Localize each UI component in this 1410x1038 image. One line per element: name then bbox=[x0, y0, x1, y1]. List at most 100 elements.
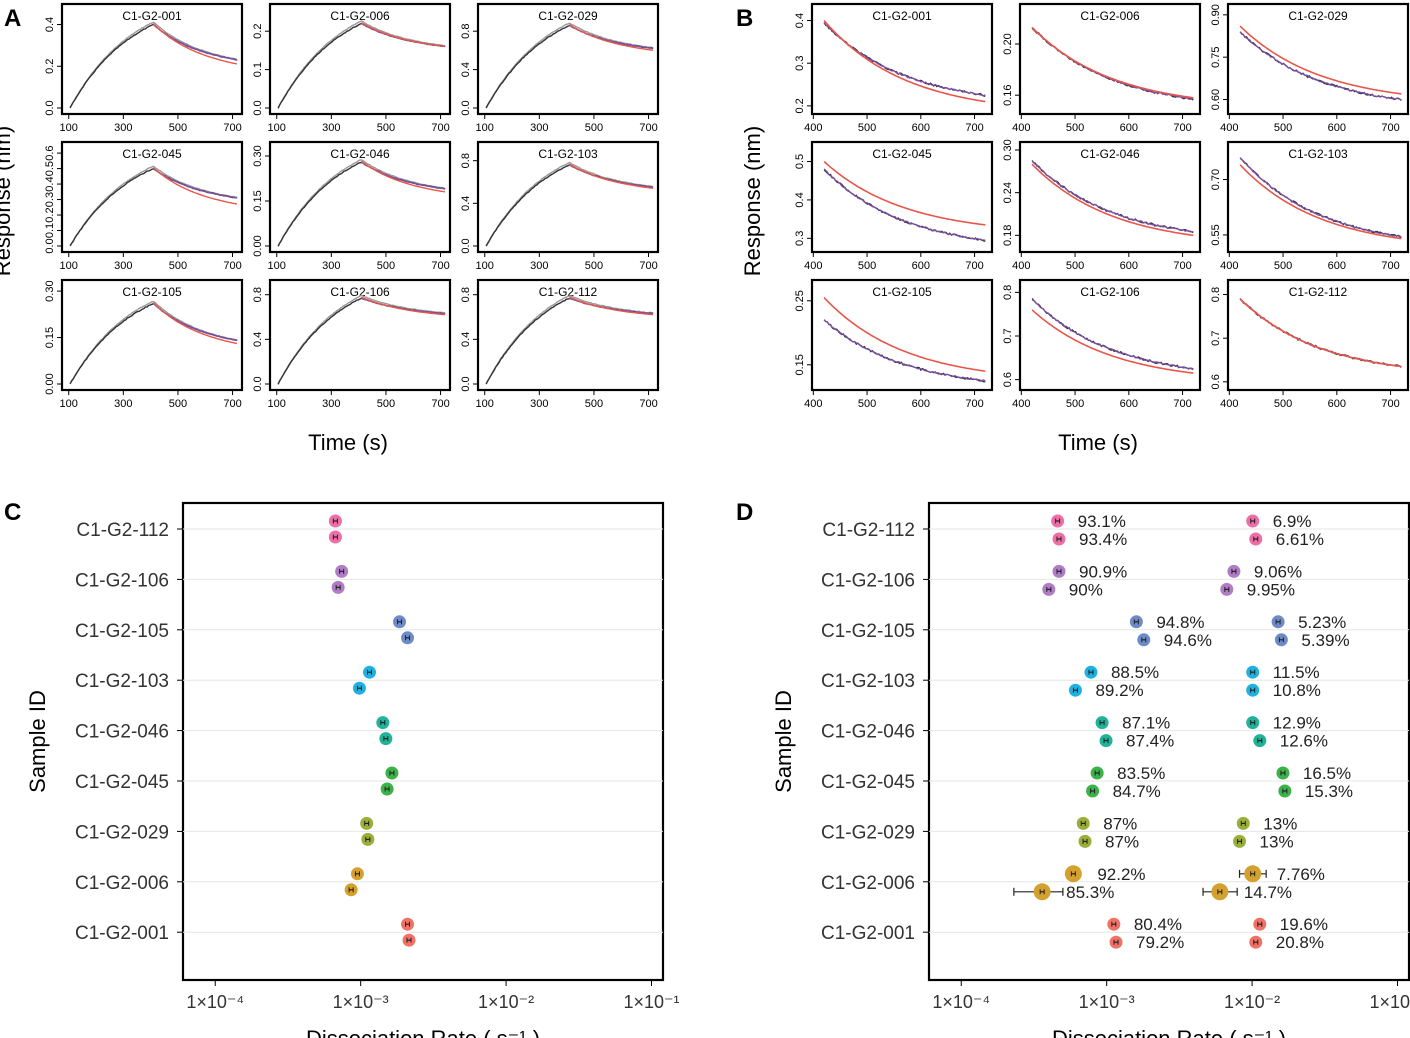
subplot-title: C1-G2-103 bbox=[538, 147, 598, 161]
subplot-title: C1-G2-046 bbox=[1080, 147, 1140, 161]
fit-curve-red bbox=[823, 19, 986, 103]
y-tick-label: C1-G2-106 bbox=[821, 570, 915, 591]
raw-curve-dark bbox=[277, 22, 446, 109]
y-tick-label: 0.55 bbox=[1210, 224, 1222, 245]
x-tick-label: 700 bbox=[1173, 122, 1191, 134]
y-tick-label: 0.7 bbox=[1002, 328, 1014, 343]
data-label-fast: 12.6% bbox=[1280, 732, 1328, 751]
x-tick-label: 400 bbox=[1220, 398, 1238, 410]
panel-label-d: D bbox=[736, 499, 753, 526]
data-label-fast: 11.5% bbox=[1273, 663, 1320, 682]
subplot-title: C1-G2-006 bbox=[1080, 9, 1140, 23]
data-label-fast: 6.61% bbox=[1276, 530, 1324, 549]
fit-curve-purple bbox=[1031, 27, 1194, 100]
y-tick-label: C1-G2-105 bbox=[821, 621, 915, 642]
subplot-c1-g2-105: C1-G2-105 400 500 600 700 0.15 0.25 bbox=[794, 278, 994, 410]
y-tick-label: 0.90 bbox=[1210, 4, 1222, 25]
plot-frame bbox=[927, 501, 1410, 982]
x-tick-label: 1×10⁻³ bbox=[333, 992, 389, 1012]
fit-curve-purple bbox=[153, 168, 237, 199]
fit-curve-red bbox=[1031, 163, 1194, 237]
data-label-slow: 85.3% bbox=[1066, 883, 1114, 902]
y-tick-label: 0.6 bbox=[1210, 374, 1222, 389]
x-tick-label: 300 bbox=[322, 398, 340, 410]
y-tick-label: C1-G2-045 bbox=[75, 772, 169, 793]
x-tick-label: 700 bbox=[965, 122, 983, 134]
subplot-title: C1-G2-112 bbox=[1289, 285, 1348, 299]
raw-curve-dark bbox=[1031, 27, 1194, 101]
y-tick-label: C1-G2-103 bbox=[75, 671, 169, 692]
y-axis-label: Sample ID bbox=[25, 690, 50, 793]
y-tick-label: 0.15 bbox=[794, 354, 806, 375]
subplot-frame bbox=[476, 2, 660, 116]
data-label-slow: 93.1% bbox=[1078, 512, 1126, 531]
x-tick-label: 300 bbox=[114, 398, 132, 410]
subplot-c1-g2-001: C1-G2-001 100 300 500 700 0.0 0.2 0.4 bbox=[44, 2, 244, 134]
subplot-frame bbox=[810, 140, 994, 254]
y-tick-label: 0.4 bbox=[44, 17, 56, 32]
raw-curve-light bbox=[69, 300, 238, 385]
x-tick-label: 100 bbox=[268, 398, 286, 410]
panel-label-c: C bbox=[4, 499, 21, 526]
subplot-c1-g2-046: C1-G2-046 400 500 600 700 0.18 0.24 0.30 bbox=[1002, 139, 1202, 272]
plot-frame bbox=[181, 501, 665, 982]
subplot-frame bbox=[476, 140, 660, 254]
subplot-frame bbox=[1018, 2, 1202, 116]
subplot-c1-g2-045: C1-G2-045 100 300 500 700 0.00.10.20.30.40.50… bbox=[44, 140, 244, 272]
data-label-slow: 80.4% bbox=[1134, 915, 1182, 934]
y-tick-label: 0.0 bbox=[44, 100, 56, 115]
y-tick-label: 0.60 bbox=[1210, 89, 1222, 110]
fit-curve-red bbox=[569, 296, 653, 316]
data-label-fast: 6.9% bbox=[1273, 512, 1312, 531]
raw-curve-light bbox=[69, 21, 238, 109]
data-label-fast: 14.7% bbox=[1244, 883, 1292, 902]
y-tick-label: 0.0 bbox=[460, 376, 472, 391]
y-tick-label: 0.20 bbox=[1002, 33, 1014, 54]
subplot-c1-g2-006: C1-G2-006 400 500 600 700 0.16 0.20 bbox=[1002, 2, 1202, 134]
fit-curve-red bbox=[823, 297, 986, 372]
raw-curve-light bbox=[485, 161, 654, 247]
subplot-frame bbox=[1018, 140, 1202, 254]
y-tick-label: 0.30 bbox=[252, 145, 264, 166]
x-tick-label: 700 bbox=[223, 398, 241, 410]
subplot-title: C1-G2-029 bbox=[538, 9, 598, 23]
x-tick-label: 600 bbox=[1120, 260, 1138, 272]
data-label-slow: 89.2% bbox=[1095, 681, 1143, 700]
fit-curve-red bbox=[1031, 26, 1194, 99]
x-tick-label: 300 bbox=[322, 122, 340, 134]
raw-curve-light bbox=[277, 20, 446, 109]
y-tick-label: 0.0 bbox=[460, 100, 472, 115]
x-tick-label: 700 bbox=[1173, 260, 1191, 272]
data-label-slow: 83.5% bbox=[1117, 764, 1165, 783]
fit-curve-purple bbox=[1031, 297, 1194, 370]
x-tick-label: 700 bbox=[431, 260, 449, 272]
raw-curve-light bbox=[277, 294, 446, 385]
data-label-slow: 92.2% bbox=[1097, 865, 1145, 884]
x-tick-label: 400 bbox=[1220, 260, 1238, 272]
subplot-c1-g2-106: C1-G2-106 100 300 500 700 0.0 0.4 0.8 bbox=[252, 278, 452, 410]
x-tick-label: 1×10⁻¹ bbox=[1369, 992, 1410, 1012]
y-tick-label: 0.00 bbox=[44, 373, 56, 394]
fit-curve-purple bbox=[823, 21, 986, 97]
x-tick-label: 300 bbox=[114, 122, 132, 134]
x-tick-label: 600 bbox=[1120, 398, 1138, 410]
x-tick-label: 1×10⁻⁴ bbox=[186, 992, 244, 1012]
y-tick-label: 0.4 bbox=[794, 192, 806, 207]
y-tick-label: 0.6 bbox=[1002, 372, 1014, 387]
x-tick-label: 500 bbox=[169, 398, 187, 410]
subplot-title: C1-G2-045 bbox=[122, 147, 182, 161]
y-axis-label: Response (nm) bbox=[0, 126, 15, 276]
data-label-fast: 9.95% bbox=[1247, 580, 1295, 599]
x-tick-label: 700 bbox=[965, 398, 983, 410]
x-tick-label: 400 bbox=[804, 398, 822, 410]
raw-curve-dark bbox=[1031, 299, 1194, 371]
x-tick-label: 500 bbox=[1274, 260, 1292, 272]
y-tick-label: 0.30 bbox=[44, 280, 56, 301]
x-tick-label: 600 bbox=[912, 122, 930, 134]
x-tick-label: 700 bbox=[1173, 398, 1191, 410]
x-tick-label: 500 bbox=[585, 122, 603, 134]
subplot-c1-g2-006: C1-G2-006 100 300 500 700 0.0 0.1 0.2 bbox=[252, 2, 452, 134]
fit-curve-purple bbox=[1239, 31, 1402, 101]
y-tick-label: C1-G2-105 bbox=[75, 621, 169, 642]
